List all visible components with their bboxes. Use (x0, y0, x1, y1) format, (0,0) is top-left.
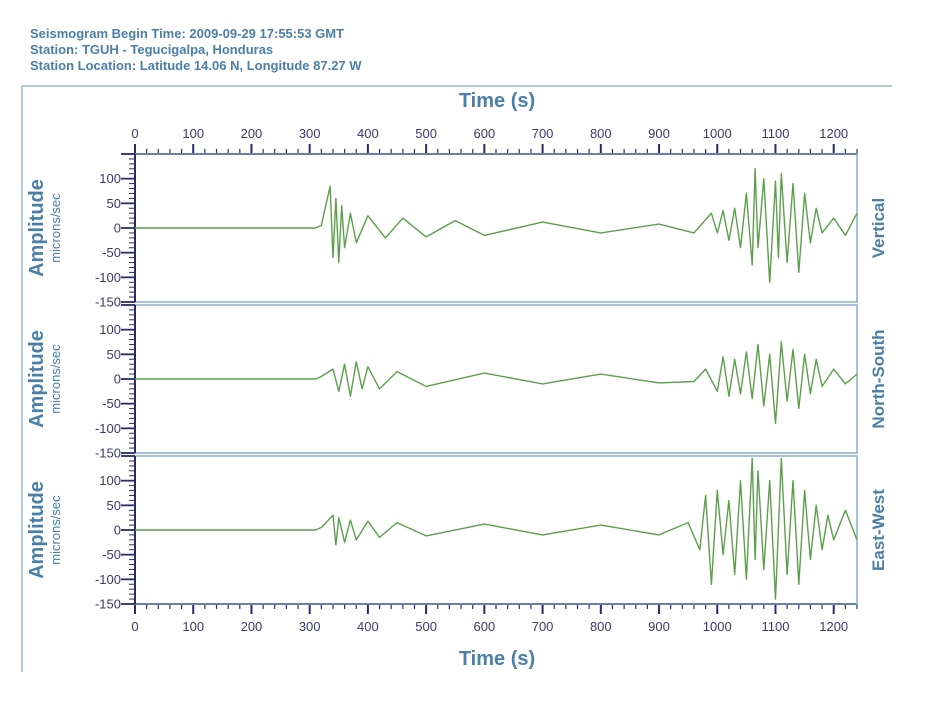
x-tick-label: 800 (590, 619, 612, 634)
y-tick-label: -50 (102, 396, 121, 411)
panel-vertical: -150 -100 -50 0 50 100 Amplitude microns/sec Ver… (26, 153, 888, 310)
y-tick-label: 50 (107, 498, 121, 513)
y-tick-label: 0 (114, 221, 121, 236)
x-tick-label: 200 (241, 619, 263, 634)
top-x-axis: 0 100 200 300 400 500 600 700 800 900 1000 1100 1200 (131, 126, 858, 155)
y-axis-title: Amplitude (26, 330, 48, 428)
seismogram-trace (135, 457, 857, 600)
y-tick-label: -50 (102, 245, 121, 260)
x-tick-label: 600 (474, 126, 496, 141)
channel-label: East-West (869, 489, 888, 571)
y-tick-label: 0 (114, 523, 121, 538)
x-tick-label: 500 (415, 126, 437, 141)
y-tick-label: -50 (102, 547, 121, 562)
x-tick-label: 700 (532, 619, 554, 634)
y-axis-title: Amplitude (26, 481, 48, 579)
y-axis-unit: microns/sec (48, 193, 63, 263)
x-tick-label: 100 (182, 619, 204, 634)
x-axis-title-bottom: Time (s) (459, 648, 535, 670)
y-axis-title: Amplitude (26, 179, 48, 277)
y-tick-label: -150 (95, 446, 121, 461)
station-location-text: Station Location: Latitude 14.06 N, Long… (30, 58, 362, 73)
y-tick-label: 50 (107, 347, 121, 362)
x-tick-label: 300 (299, 126, 321, 141)
x-tick-label: 0 (131, 126, 138, 141)
x-tick-label: 0 (131, 619, 138, 634)
y-tick-label: 100 (99, 171, 121, 186)
x-tick-label: 1000 (703, 619, 732, 634)
bottom-x-axis: 0 100 200 300 400 500 600 700 800 900 1000 1100 1200 (131, 603, 858, 634)
x-tick-label: 500 (415, 619, 437, 634)
y-tick-label: -150 (95, 597, 121, 612)
x-tick-label: 400 (357, 619, 379, 634)
panel-east-west: -150 -100 -50 0 50 100 Amplitude microns/sec Eas… (26, 455, 888, 612)
panel-north-south: -150 -100 -50 0 50 100 Amplitude microns/sec Nor… (26, 304, 888, 461)
x-tick-label: 1000 (703, 126, 732, 141)
x-tick-label: 400 (357, 126, 379, 141)
x-tick-label: 600 (474, 619, 496, 634)
y-axis-unit: microns/sec (48, 344, 63, 414)
x-axis-title-top: Time (s) (459, 90, 535, 112)
y-tick-label: -100 (95, 572, 121, 587)
y-tick-label: 50 (107, 196, 121, 211)
station-text: Station: TGUH - Tegucigalpa, Honduras (30, 42, 274, 57)
x-tick-label: 900 (648, 619, 670, 634)
channel-label: North-South (869, 329, 888, 428)
x-tick-label: 200 (241, 126, 263, 141)
seismogram-header: Seismogram Begin Time: 2009-09-29 17:55:… (30, 26, 362, 74)
x-tick-label: 300 (299, 619, 321, 634)
y-tick-label: -100 (95, 421, 121, 436)
x-tick-label: 900 (648, 126, 670, 141)
x-tick-label: 100 (182, 126, 204, 141)
y-tick-label: 100 (99, 322, 121, 337)
x-tick-label: 700 (532, 126, 554, 141)
x-tick-label: 800 (590, 126, 612, 141)
y-tick-label: -100 (95, 270, 121, 285)
x-tick-label: 1200 (819, 126, 848, 141)
y-tick-label: 0 (114, 372, 121, 387)
seismogram-trace (135, 168, 857, 283)
y-axis-unit: microns/sec (48, 495, 63, 565)
y-tick-label: -150 (95, 295, 121, 310)
y-tick-label: 100 (99, 473, 121, 488)
channel-label: Vertical (869, 198, 888, 259)
begin-time-text: Seismogram Begin Time: 2009-09-29 17:55:… (30, 26, 345, 41)
x-tick-label: 1100 (761, 619, 789, 634)
x-tick-label: 1100 (761, 126, 789, 141)
seismogram-trace (135, 341, 857, 425)
x-tick-label: 1200 (819, 619, 848, 634)
